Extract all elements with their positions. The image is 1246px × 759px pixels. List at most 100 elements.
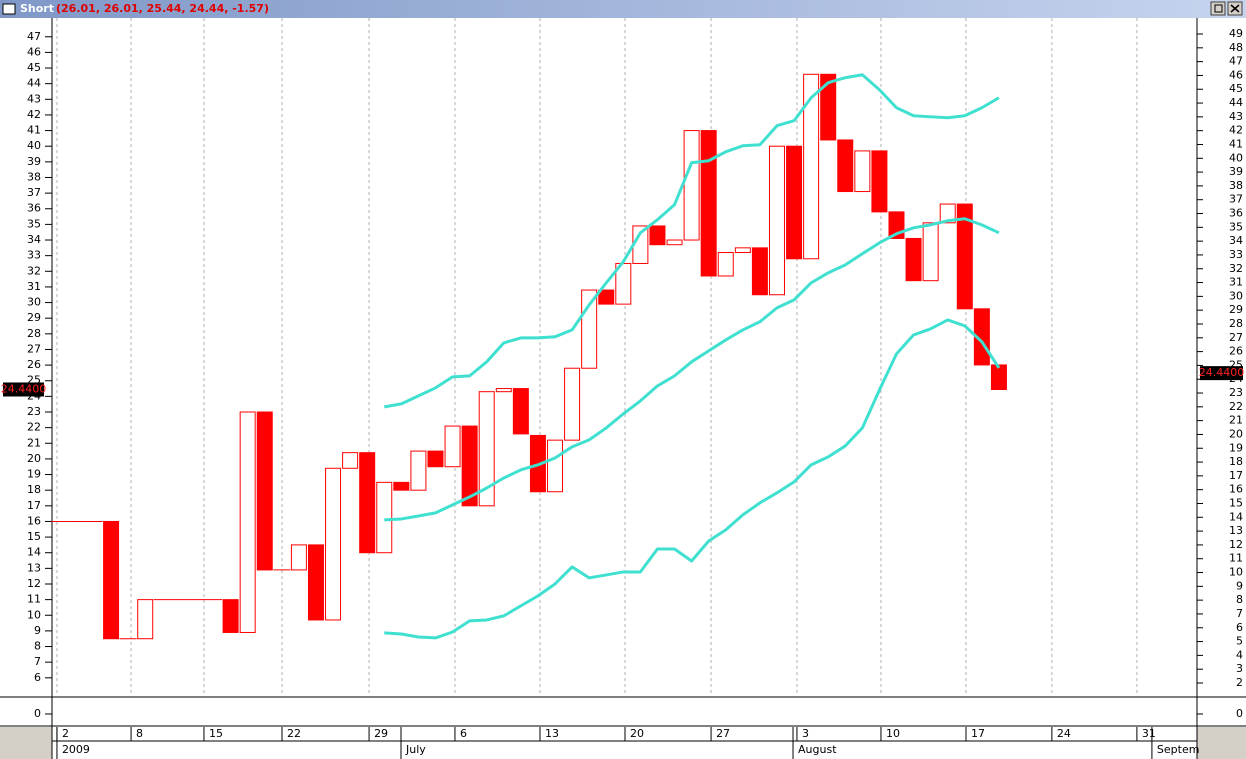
y2-tick-label: 41	[1229, 137, 1243, 150]
y2-tick-label: 11	[1229, 552, 1243, 565]
volume-tick-label: 0	[1236, 707, 1243, 720]
y2-tick-label: 39	[1229, 165, 1243, 178]
window-icon[interactable]	[2, 3, 16, 15]
candle-body	[871, 150, 888, 213]
y-tick-label: 8	[34, 640, 41, 653]
candle-body	[803, 73, 820, 260]
x-tick-label: 10	[886, 727, 900, 740]
candle-body	[922, 222, 939, 282]
candle-body	[325, 467, 342, 621]
y-tick-label: 40	[27, 139, 41, 152]
x-tick-label: 6	[460, 727, 467, 740]
candle-body	[512, 388, 529, 435]
y-tick-label: 12	[27, 577, 41, 590]
candle-body	[495, 388, 512, 393]
y-tick-label: 23	[27, 405, 41, 418]
y2-tick-label: 8	[1236, 593, 1243, 606]
y2-tick-label: 26	[1229, 345, 1243, 358]
candle-body	[939, 203, 956, 224]
band-line	[384, 318, 1001, 640]
y2-tick-label: 28	[1229, 317, 1243, 330]
y-tick-label: 45	[27, 61, 41, 74]
y2-tick-label: 16	[1229, 483, 1243, 496]
x-tick-label: 8	[136, 727, 143, 740]
month-label: July	[405, 743, 426, 756]
candle-body	[222, 599, 239, 633]
y2-tick-label: 5	[1236, 635, 1243, 648]
y-tick-label: 19	[27, 468, 41, 481]
candle-body	[649, 225, 666, 246]
candle-body	[768, 145, 785, 296]
x-tick-label: 3	[802, 727, 809, 740]
candle-body	[410, 450, 427, 491]
y-tick-label: 28	[27, 327, 41, 340]
y-tick-label: 39	[27, 155, 41, 168]
candle-body	[786, 145, 803, 260]
month-label: 2009	[62, 743, 90, 756]
last-value-box	[1200, 366, 1243, 381]
x-tick-label: 22	[287, 727, 301, 740]
candle-body	[427, 450, 444, 468]
y2-tick-label: 14	[1229, 510, 1243, 523]
y2-tick-label: 17	[1229, 469, 1243, 482]
x-tick-label: 20	[630, 727, 644, 740]
y2-tick-label: 36	[1229, 207, 1243, 220]
y2-tick-label: 37	[1229, 193, 1243, 206]
y2-tick-label: 47	[1229, 55, 1243, 68]
y2-tick-label: 48	[1229, 41, 1243, 54]
y-tick-label: 30	[27, 296, 41, 309]
y-tick-label: 34	[27, 233, 41, 246]
candle-body	[393, 481, 410, 491]
y2-tick-label: 4	[1236, 648, 1243, 661]
month-label: August	[798, 743, 837, 756]
y-tick-label: 10	[27, 608, 41, 621]
candle-body	[137, 599, 154, 640]
candle-body	[683, 130, 700, 241]
y-tick-label: 11	[27, 593, 41, 606]
y-tick-label: 27	[27, 342, 41, 355]
y2-tick-label: 23	[1229, 386, 1243, 399]
candle-body	[717, 252, 734, 277]
candle-body	[307, 544, 324, 621]
candle-body	[666, 239, 683, 246]
candle-body	[581, 289, 598, 369]
candle-body	[956, 203, 973, 310]
candle-body	[478, 391, 495, 507]
y-tick-label: 35	[27, 217, 41, 230]
y2-tick-label: 40	[1229, 151, 1243, 164]
y-tick-label: 41	[27, 124, 41, 137]
y-tick-label: 33	[27, 249, 41, 262]
volume-tick-label: 0	[34, 707, 41, 720]
y2-tick-label: 32	[1229, 262, 1243, 275]
y2-tick-label: 42	[1229, 124, 1243, 137]
window-info: (26.01, 26.01, 25.44, 24.44, -1.57)	[56, 2, 269, 15]
y-tick-label: 13	[27, 561, 41, 574]
candle-body	[547, 439, 564, 493]
close-icon	[1230, 4, 1240, 13]
y2-tick-label: 9	[1236, 579, 1243, 592]
y-tick-label: 15	[27, 530, 41, 543]
candle-body	[461, 425, 478, 507]
y-tick-label: 42	[27, 108, 41, 121]
candle-body	[359, 452, 376, 554]
y-tick-label: 17	[27, 499, 41, 512]
candle-body	[598, 289, 615, 305]
restore-button[interactable]	[1210, 1, 1226, 16]
y-tick-label: 6	[34, 671, 41, 684]
candle-body	[700, 130, 717, 277]
y2-tick-label: 33	[1229, 248, 1243, 261]
x-tick-label: 29	[374, 727, 388, 740]
band-line	[384, 73, 1000, 409]
y2-tick-label: 13	[1229, 524, 1243, 537]
last-value-label: 24.4400	[1199, 366, 1245, 379]
y2-tick-label: 34	[1229, 234, 1243, 247]
x-tick-label: 31	[1142, 727, 1156, 740]
date-axis-background	[52, 727, 1197, 759]
y2-tick-label: 18	[1229, 455, 1243, 468]
y-tick-label: 32	[27, 264, 41, 277]
y2-tick-label: 3	[1236, 662, 1243, 675]
candle-body	[290, 544, 307, 571]
y-tick-label: 37	[27, 186, 41, 199]
y2-tick-label: 22	[1229, 400, 1243, 413]
y-tick-label: 9	[34, 624, 41, 637]
